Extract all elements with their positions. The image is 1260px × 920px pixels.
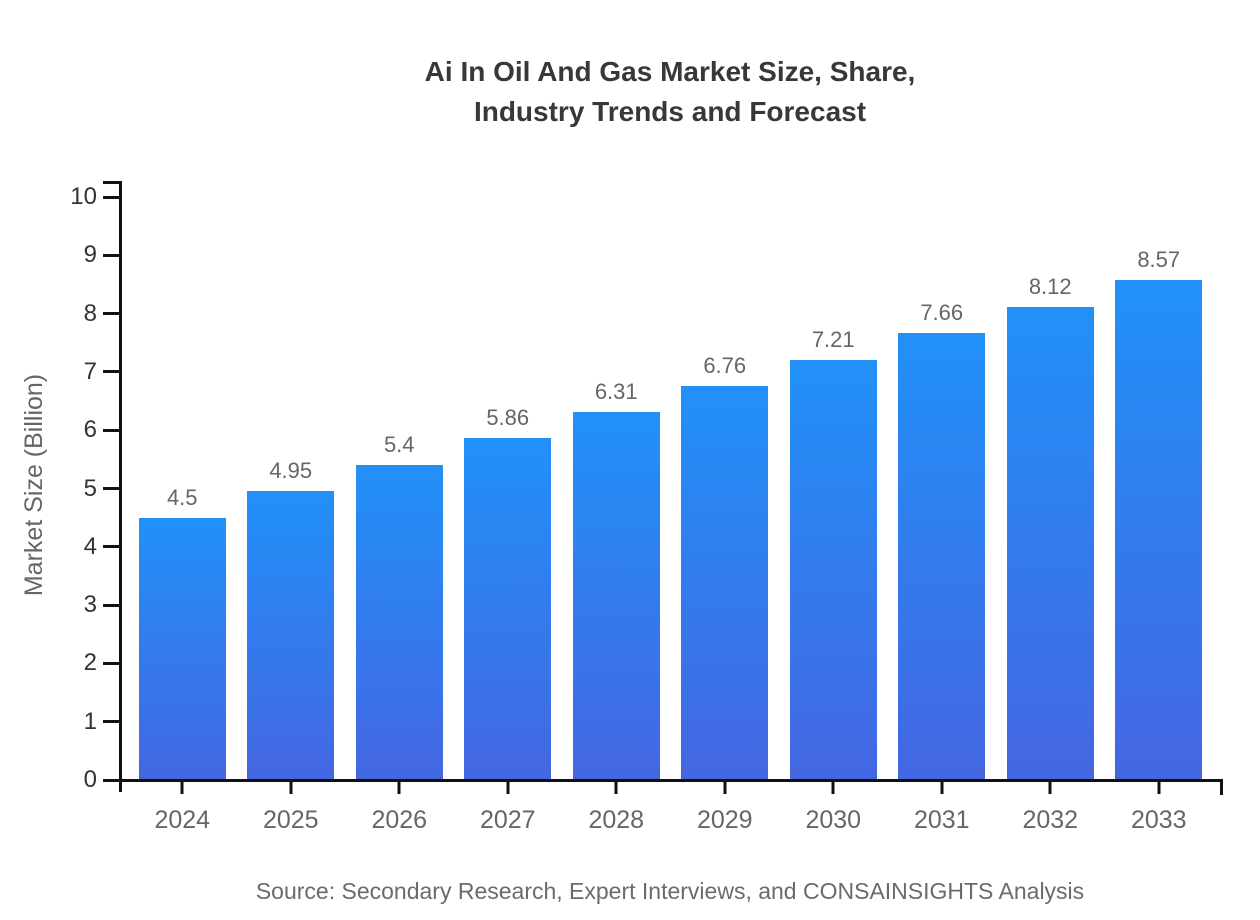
bar-slot: 8.57 2033 xyxy=(1105,197,1214,834)
bar: 5.4 xyxy=(355,432,443,780)
x-axis-tick-label: 2032 xyxy=(1022,806,1079,834)
bar-value-label: 4.95 xyxy=(269,458,313,484)
x-axis-tick xyxy=(831,780,835,794)
x-axis-end-cap xyxy=(1220,779,1223,795)
x-axis-tick-label: 2027 xyxy=(479,806,536,834)
y-axis-tick-label: 4 xyxy=(83,532,97,560)
y-axis-tick-label: 1 xyxy=(83,707,97,735)
y-axis-tick-label: 5 xyxy=(83,474,97,502)
bar-slot: 4.5 2024 xyxy=(128,197,237,834)
y-axis-tick-label: 6 xyxy=(83,416,97,444)
y-axis-tick xyxy=(103,195,122,199)
y-axis-tick-label: 0 xyxy=(83,766,97,793)
x-axis-tick xyxy=(614,780,618,794)
chart-title: Ai In Oil And Gas Market Size, Share, In… xyxy=(120,52,1220,132)
bar: 6.31 xyxy=(572,379,660,780)
y-axis-tick-label: 10 xyxy=(70,183,97,210)
y-axis-tick-label: 3 xyxy=(83,591,97,619)
x-axis-tick-label: 2033 xyxy=(1130,806,1187,834)
y-axis-tick-label: 7 xyxy=(83,357,97,385)
y-axis-tick xyxy=(103,253,122,257)
bar: 6.76 xyxy=(681,353,769,780)
y-axis-tick xyxy=(103,603,122,607)
x-axis-tick xyxy=(180,780,184,794)
bar-value-label: 4.5 xyxy=(166,484,198,510)
y-axis-tick xyxy=(103,720,122,724)
bar-value-label: 7.21 xyxy=(811,326,855,352)
x-axis-tick-label: 2026 xyxy=(371,806,428,834)
x-axis-tick xyxy=(723,780,727,794)
chart-title-line-2: Industry Trends and Forecast xyxy=(473,96,867,127)
x-axis-tick xyxy=(289,780,293,794)
bar: 4.5 xyxy=(138,485,226,780)
y-axis-tick xyxy=(103,370,122,374)
bar-slot: 7.66 2031 xyxy=(888,197,997,834)
x-axis-tick-label: 2025 xyxy=(262,806,319,834)
bar: 8.12 xyxy=(1006,274,1094,780)
bar-value-label: 8.12 xyxy=(1028,273,1072,299)
chart-title-line-1: Ai In Oil And Gas Market Size, Share, xyxy=(424,56,916,87)
y-axis-tick-label: 8 xyxy=(83,299,97,327)
bar-slot: 6.31 2028 xyxy=(562,197,671,834)
y-axis-tick xyxy=(103,661,122,665)
bar: 4.95 xyxy=(247,458,335,780)
x-axis-tick xyxy=(940,780,944,794)
bar-value-label: 5.86 xyxy=(486,405,530,431)
bar-slot: 7.21 2030 xyxy=(779,197,888,834)
x-axis-tick-label: 2028 xyxy=(588,806,645,834)
bar-plot-area: 4.5 2024 4.95 2025 5.4 2026 5.86 2027 6.… xyxy=(128,197,1214,834)
bar-value-label: 5.4 xyxy=(383,432,415,458)
x-axis-tick-label: 2031 xyxy=(913,806,970,834)
x-axis-line xyxy=(103,779,1223,782)
x-axis-tick-label: 2029 xyxy=(696,806,753,834)
bar-slot: 5.86 2027 xyxy=(454,197,563,834)
bar: 7.66 xyxy=(898,300,986,780)
y-axis-tick xyxy=(103,312,122,316)
y-axis-tick-label: 2 xyxy=(83,649,97,677)
bar-value-label: 6.31 xyxy=(594,379,638,405)
x-axis-tick xyxy=(397,780,401,794)
bar-value-label: 8.57 xyxy=(1137,247,1181,273)
x-axis-tick-label: 2030 xyxy=(805,806,862,834)
x-axis-tick xyxy=(1048,780,1052,794)
x-axis-tick-label: 2024 xyxy=(154,806,211,834)
bar-value-label: 6.76 xyxy=(703,352,747,378)
y-axis-tick xyxy=(103,487,122,490)
y-axis-tick xyxy=(103,428,122,432)
x-axis-tick xyxy=(1157,780,1161,794)
bar-slot: 4.95 2025 xyxy=(237,197,346,834)
bar-slot: 8.12 2032 xyxy=(996,197,1105,834)
source-attribution: Source: Secondary Research, Expert Inter… xyxy=(255,878,1085,904)
y-axis-top-cap xyxy=(103,181,122,184)
bar-slot: 6.76 2029 xyxy=(671,197,780,834)
x-axis-tick xyxy=(506,780,510,794)
bar: 8.57 xyxy=(1115,247,1203,780)
y-axis-tick xyxy=(103,545,122,549)
bar: 5.86 xyxy=(464,405,552,780)
bar-value-label: 7.66 xyxy=(920,300,964,326)
y-axis-tick-label: 9 xyxy=(83,241,97,269)
bar-slot: 5.4 2026 xyxy=(345,197,454,834)
bar: 7.21 xyxy=(789,327,877,780)
y-axis-line xyxy=(119,181,122,792)
